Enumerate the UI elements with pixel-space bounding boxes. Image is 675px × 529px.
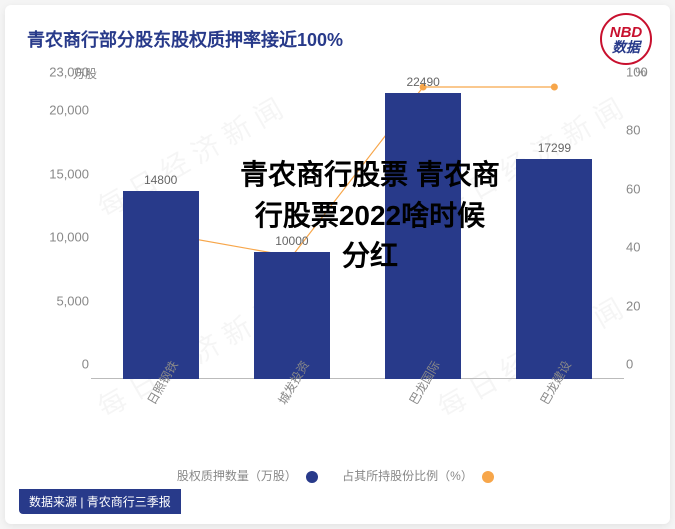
y1-tick: 20,000 (49, 103, 95, 118)
legend-label-bars: 股权质押数量（万股） (177, 469, 297, 483)
y1-tick: 23,000 (49, 65, 95, 80)
legend: 股权质押数量（万股） 占其所持股份比例（%） (5, 467, 670, 484)
bar-value-label: 17299 (538, 141, 571, 155)
badge-line2: 数据 (612, 40, 640, 54)
y2-tick: 0 (620, 357, 633, 372)
y1-tick: 0 (82, 357, 95, 372)
legend-item-bars: 股权质押数量（万股） (177, 467, 322, 484)
y2-tick: 40 (620, 240, 640, 255)
y1-tick: 10,000 (49, 230, 95, 245)
y1-tick: 15,000 (49, 166, 95, 181)
line-marker (551, 84, 558, 91)
legend-swatch-line (482, 471, 494, 483)
x-axis-labels: 日照钢铁城发投资巴龙国际巴龙建设 (95, 389, 620, 449)
bar: 14800 (123, 191, 199, 379)
legend-label-line: 占其所持股份比例（%） (342, 469, 473, 483)
legend-swatch-bars (306, 471, 318, 483)
source-footer: 数据来源 | 青农商行三季报 (19, 489, 181, 514)
bar-value-label: 10000 (275, 234, 308, 248)
badge-line1: NBD (610, 25, 643, 40)
plot-inner: 05,00010,00015,00020,00023,0000204060801… (95, 87, 620, 379)
y2-tick: 100 (620, 65, 648, 80)
line-series (161, 87, 555, 256)
y1-tick: 5,000 (56, 293, 95, 308)
bar: 10000 (254, 252, 330, 379)
y2-tick: 60 (620, 181, 640, 196)
chart-title: 青农商行部分股东股权质押率接近100% (27, 26, 343, 52)
bar-value-label: 14800 (144, 173, 177, 187)
bar: 22490 (385, 93, 461, 379)
y2-tick: 80 (620, 123, 640, 138)
y2-tick: 20 (620, 298, 640, 313)
legend-item-line: 占其所持股份比例（%） (342, 467, 498, 484)
nbd-badge: NBD 数据 (600, 13, 652, 65)
bar-value-label: 22490 (406, 75, 439, 89)
plot-area: 万股 % 05,00010,00015,00020,00023,00002040… (25, 75, 650, 434)
title-bar: 青农商行部分股东股权质押率接近100% NBD 数据 (27, 19, 652, 59)
chart-card: 每日经济新闻 每日经济新闻 每日经济新闻 每日经济新闻 青农商行部分股东股权质押… (5, 5, 670, 524)
bar: 17299 (516, 159, 592, 379)
